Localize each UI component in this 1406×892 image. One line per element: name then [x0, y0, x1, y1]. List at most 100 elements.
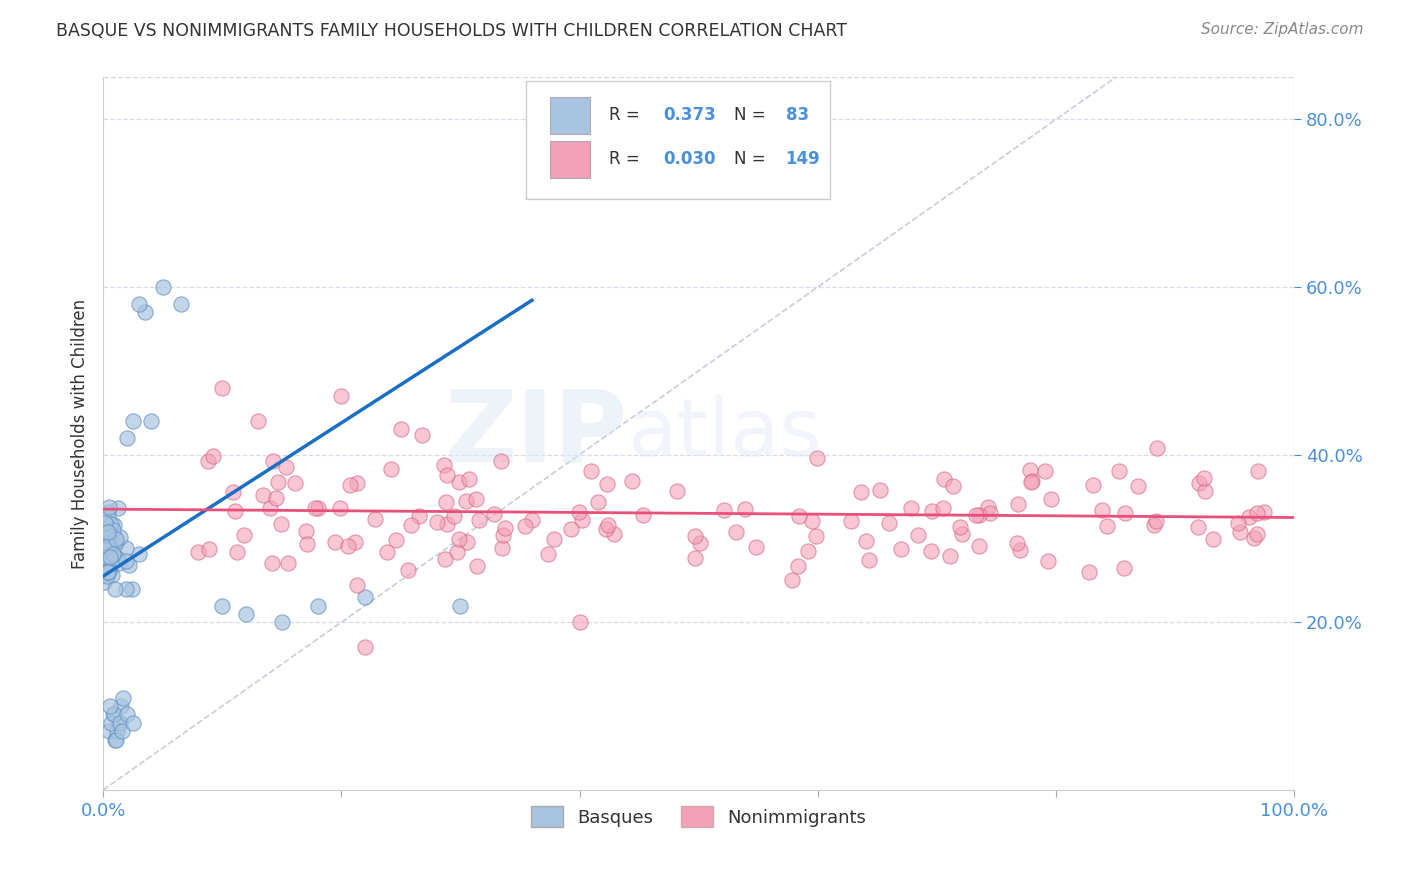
Point	[104, 732, 127, 747]
Point	[1126, 479, 1149, 493]
Point	[449, 599, 471, 613]
Text: 0.030: 0.030	[664, 151, 716, 169]
Point	[401, 518, 423, 533]
Point	[568, 615, 591, 630]
Point	[464, 492, 486, 507]
Point	[344, 535, 367, 549]
Point	[588, 494, 610, 508]
Text: BASQUE VS NONIMMIGRANTS FAMILY HOUSEHOLDS WITH CHILDREN CORRELATION CHART: BASQUE VS NONIMMIGRANTS FAMILY HOUSEHOLD…	[56, 22, 848, 40]
Point	[211, 381, 233, 395]
Point	[1108, 464, 1130, 478]
Text: N =: N =	[734, 106, 772, 124]
Y-axis label: Family Households with Children: Family Households with Children	[72, 299, 89, 569]
Point	[96, 564, 118, 578]
Point	[877, 516, 900, 531]
Point	[598, 518, 620, 533]
Point	[93, 535, 115, 549]
Point	[537, 548, 560, 562]
Point	[94, 525, 117, 540]
Point	[1095, 518, 1118, 533]
Point	[1229, 524, 1251, 539]
Point	[97, 505, 120, 519]
Point	[93, 574, 115, 589]
Point	[115, 541, 138, 555]
Point	[979, 506, 1001, 520]
Point	[128, 547, 150, 561]
Point	[93, 545, 115, 559]
Text: Source: ZipAtlas.com: Source: ZipAtlas.com	[1201, 22, 1364, 37]
Point	[105, 532, 128, 546]
Point	[96, 569, 118, 583]
Point	[224, 504, 246, 518]
Point	[284, 475, 307, 490]
Point	[1237, 510, 1260, 524]
Point	[786, 559, 808, 574]
Point	[93, 550, 115, 565]
Point	[1112, 560, 1135, 574]
Point	[384, 533, 406, 547]
Point	[725, 524, 748, 539]
Text: R =: R =	[609, 151, 645, 169]
Point	[222, 485, 245, 500]
Point	[122, 715, 145, 730]
Point	[932, 472, 955, 486]
Point	[1194, 484, 1216, 499]
Point	[97, 564, 120, 578]
Point	[458, 472, 481, 486]
Point	[101, 707, 124, 722]
Point	[346, 578, 368, 592]
Point	[274, 460, 297, 475]
Point	[128, 297, 150, 311]
Point	[101, 567, 124, 582]
Point	[262, 453, 284, 467]
Point	[323, 534, 346, 549]
Point	[855, 534, 877, 549]
Point	[436, 517, 458, 532]
Point	[1246, 526, 1268, 541]
Point	[201, 449, 224, 463]
Point	[211, 599, 233, 613]
Point	[596, 476, 619, 491]
Point	[246, 414, 269, 428]
Point	[100, 516, 122, 531]
Point	[270, 615, 292, 630]
Point	[571, 513, 593, 527]
Point	[96, 555, 118, 569]
Point	[456, 535, 478, 549]
Point	[1227, 516, 1250, 530]
Text: N =: N =	[734, 151, 772, 169]
Point	[801, 514, 824, 528]
FancyBboxPatch shape	[550, 96, 591, 134]
Point	[330, 389, 353, 403]
Point	[433, 551, 456, 566]
Point	[1192, 471, 1215, 485]
Point	[1007, 497, 1029, 511]
Point	[197, 542, 219, 557]
Point	[967, 539, 990, 553]
Point	[197, 453, 219, 467]
Point	[890, 541, 912, 556]
Point	[169, 297, 191, 311]
Point	[456, 494, 478, 508]
Point	[100, 526, 122, 541]
Point	[115, 707, 138, 722]
Point	[252, 488, 274, 502]
Point	[950, 527, 973, 541]
Point	[97, 539, 120, 553]
Point	[108, 715, 131, 730]
Point	[96, 550, 118, 565]
Text: atlas: atlas	[627, 394, 821, 473]
Point	[96, 528, 118, 542]
Point	[187, 545, 209, 559]
Point	[1188, 476, 1211, 491]
Point	[1005, 535, 1028, 549]
Point	[103, 518, 125, 533]
Point	[115, 431, 138, 445]
Point	[426, 515, 449, 529]
Point	[235, 607, 257, 621]
Point	[100, 715, 122, 730]
Point	[110, 699, 132, 714]
Point	[1143, 518, 1166, 533]
Point	[96, 535, 118, 549]
Point	[389, 422, 412, 436]
